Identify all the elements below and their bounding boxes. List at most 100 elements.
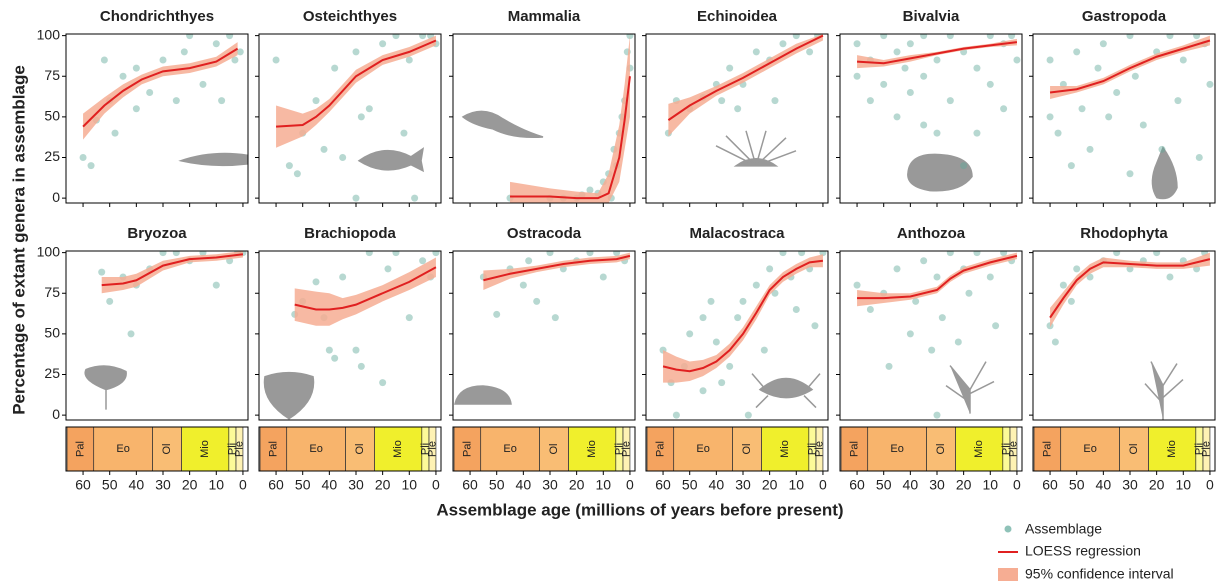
epoch-label: Ol bbox=[741, 444, 753, 455]
assemblage-point bbox=[352, 346, 360, 354]
assemblage-point bbox=[933, 273, 941, 281]
x-tick-label: 30 bbox=[929, 477, 945, 493]
assemblage-point bbox=[1153, 251, 1161, 257]
assemblage-point bbox=[933, 411, 941, 419]
loess-line bbox=[483, 254, 631, 282]
assemblage-point bbox=[973, 129, 981, 137]
timescale-frame bbox=[839, 426, 1023, 472]
x-tick-label: 60 bbox=[462, 477, 478, 493]
panel-title: Chondrichthyes bbox=[100, 8, 214, 25]
assemblage-point bbox=[928, 346, 936, 354]
plot-area bbox=[263, 251, 440, 420]
epoch-label: Eo bbox=[116, 443, 129, 455]
x-tick-label: 20 bbox=[375, 477, 391, 493]
assemblage-point bbox=[699, 314, 707, 322]
assemblage-point bbox=[320, 145, 328, 153]
assemblage-point bbox=[1166, 34, 1174, 40]
assemblage-point bbox=[132, 105, 140, 113]
plot-frame bbox=[258, 250, 442, 421]
assemblage-point bbox=[811, 322, 819, 330]
x-tick-label: 10 bbox=[596, 477, 612, 493]
assemblage-point bbox=[1073, 48, 1081, 56]
epoch bbox=[259, 426, 288, 472]
epoch bbox=[840, 426, 869, 472]
epoch bbox=[646, 426, 675, 472]
assemblage-point bbox=[1158, 145, 1166, 153]
silhouette bbox=[263, 371, 315, 420]
timescale-frame bbox=[258, 426, 442, 472]
assemblage-point bbox=[992, 322, 1000, 330]
x-tick-label: 0 bbox=[239, 477, 247, 493]
assemblage-point bbox=[146, 89, 154, 96]
assemblage-point bbox=[172, 97, 180, 105]
assemblage-point bbox=[986, 80, 994, 88]
plot-frame bbox=[1032, 33, 1216, 204]
assemblage-point bbox=[1094, 64, 1102, 72]
assemblage-point bbox=[1059, 281, 1067, 289]
assemblage-point bbox=[159, 251, 167, 257]
confidence-band bbox=[83, 42, 238, 140]
assemblage-point bbox=[933, 129, 941, 137]
loess-line bbox=[275, 39, 437, 128]
assemblage-point bbox=[920, 121, 928, 129]
y-tick-label: 50 bbox=[44, 325, 60, 341]
plot-area bbox=[664, 34, 824, 167]
x-tick-label: 40 bbox=[709, 477, 725, 493]
loess-line bbox=[857, 254, 1018, 300]
assemblage-point bbox=[965, 289, 973, 297]
y-tick-label: 75 bbox=[44, 284, 60, 300]
assemblage-point bbox=[325, 346, 333, 354]
epoch bbox=[1033, 426, 1062, 472]
assemblage-point bbox=[519, 281, 527, 289]
assemblage-point bbox=[798, 251, 806, 257]
epoch-label: Pal bbox=[267, 441, 279, 457]
epoch-label: Mio bbox=[973, 440, 985, 458]
confidence-band bbox=[276, 35, 436, 148]
assemblage-point bbox=[551, 314, 559, 322]
x-tick-label: 40 bbox=[322, 477, 338, 493]
plot-frame bbox=[645, 250, 829, 421]
assemblage-point bbox=[352, 48, 360, 56]
epoch-label: Eo bbox=[696, 443, 709, 455]
x-tick-label: 60 bbox=[1042, 477, 1058, 493]
assemblage-point bbox=[405, 56, 413, 64]
x-tick-label: 10 bbox=[402, 477, 418, 493]
assemblage-point bbox=[853, 40, 861, 48]
plot-area bbox=[1046, 251, 1211, 420]
assemblage-point bbox=[752, 48, 760, 56]
x-tick-label: 30 bbox=[155, 477, 171, 493]
assemblage-point bbox=[893, 265, 901, 273]
epoch-label: Ol bbox=[548, 444, 560, 455]
plot-frame bbox=[645, 33, 829, 204]
epoch-label: Pli bbox=[1000, 443, 1012, 455]
epoch-label: Ple bbox=[1007, 441, 1019, 457]
assemblage-point bbox=[893, 113, 901, 121]
epoch-label: Ol bbox=[161, 444, 173, 455]
assemblage-point bbox=[419, 34, 427, 40]
x-tick-label: 50 bbox=[876, 477, 892, 493]
assemblage-point bbox=[1046, 56, 1054, 64]
assemblage-point bbox=[806, 48, 814, 56]
x-tick-label: 60 bbox=[655, 477, 671, 493]
x-tick-label: 30 bbox=[348, 477, 364, 493]
assemblage-point bbox=[1000, 251, 1008, 257]
y-axis-label: Percentage of extant genera in assemblag… bbox=[9, 65, 28, 415]
assemblage-point bbox=[226, 34, 234, 40]
assemblage-point bbox=[960, 162, 968, 170]
assemblage-point bbox=[686, 330, 694, 338]
assemblage-point bbox=[218, 97, 226, 105]
x-tick-label: 40 bbox=[1096, 477, 1112, 493]
y-tick-label: 0 bbox=[52, 406, 60, 422]
assemblage-point bbox=[599, 273, 607, 281]
panel-title: Echinoidea bbox=[697, 8, 778, 25]
x-tick-label: 20 bbox=[1149, 477, 1165, 493]
plot-area bbox=[1046, 34, 1214, 200]
assemblage-point bbox=[493, 310, 501, 318]
assemblage-point bbox=[920, 72, 928, 80]
assemblage-point bbox=[411, 194, 419, 202]
plot-frame bbox=[839, 250, 1023, 421]
silhouette bbox=[454, 385, 512, 405]
x-tick-label: 60 bbox=[849, 477, 865, 493]
confidence-band bbox=[294, 257, 436, 326]
